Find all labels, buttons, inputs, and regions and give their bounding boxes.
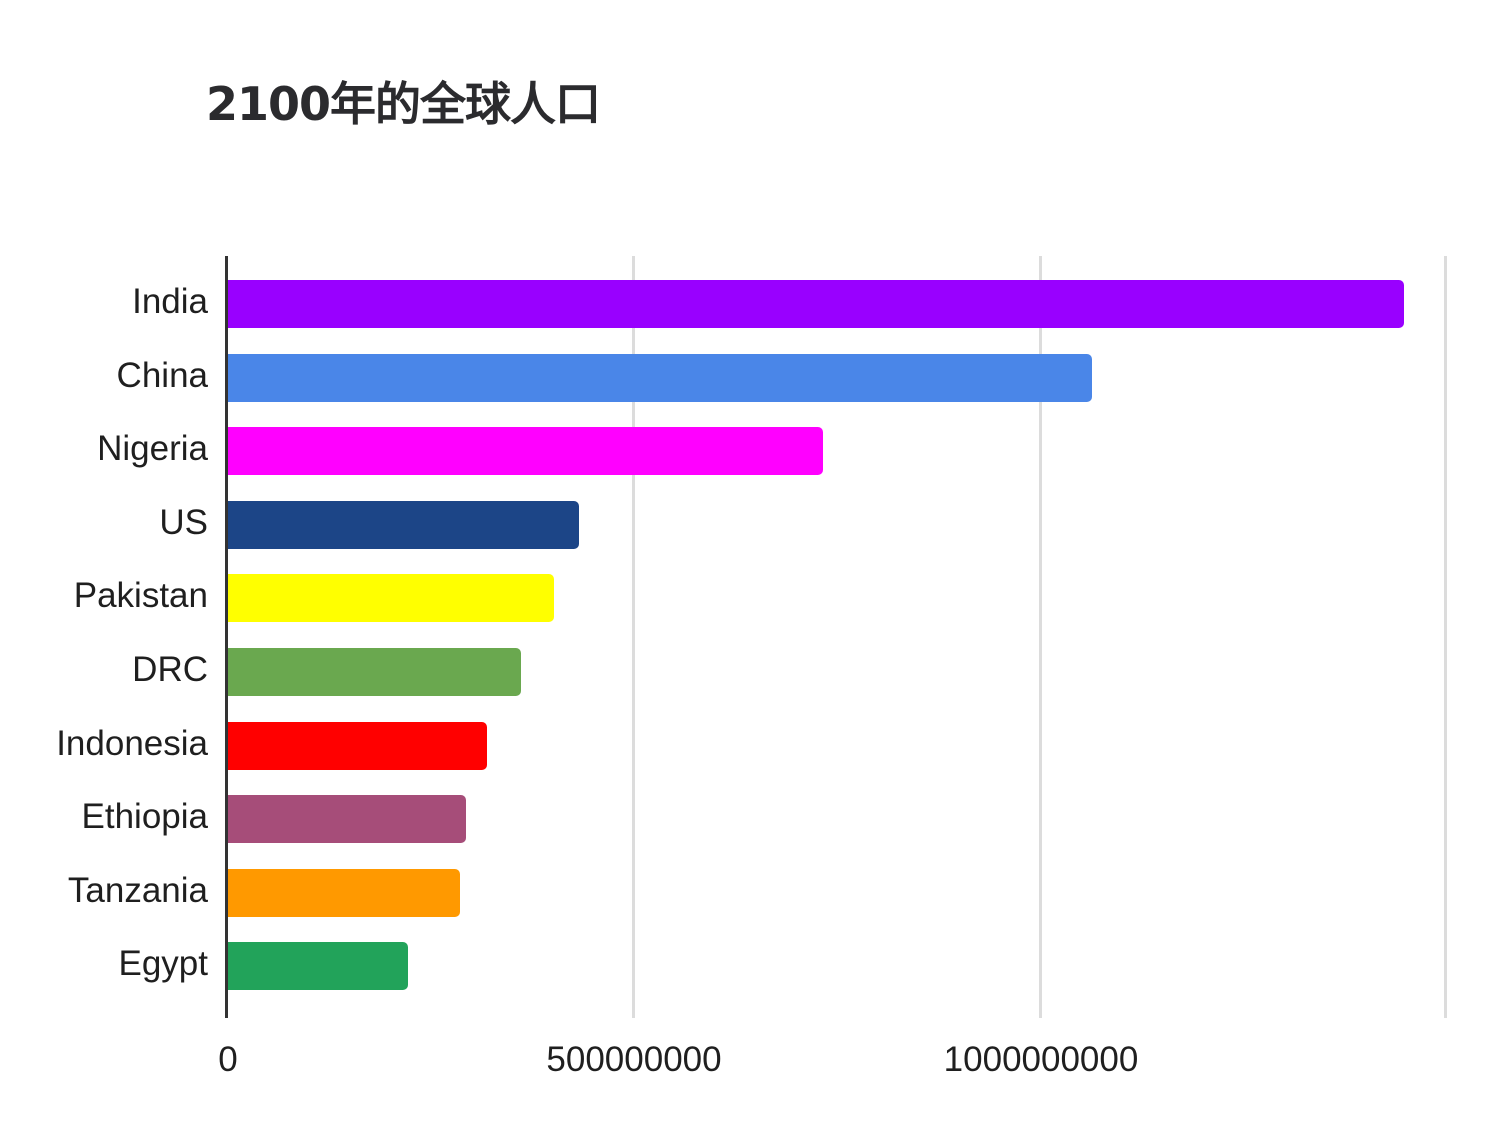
bar-egypt [227,942,409,991]
x-tick-1000m: 1000000000 [943,1040,1139,1079]
bar-india [227,280,1405,328]
bar-ethiopia [227,795,467,844]
category-label: Pakistan [73,576,208,616]
category-label: Nigeria [97,429,208,469]
category-label: US [159,502,208,542]
bar-indonesia [227,721,488,770]
category-label: India [132,282,208,321]
gridline-1000m [1039,256,1042,1018]
bar-us [227,500,580,549]
chart-title: 2100年的全球人口 [206,77,601,131]
x-tick-500m: 500000000 [546,1040,722,1079]
bar-tanzania [227,868,461,917]
category-label: Ethiopia [81,797,208,837]
bar-drc [227,648,522,696]
y-axis-line [225,256,228,1018]
category-label: Tanzania [67,870,208,910]
category-label: China [116,355,208,395]
bar-nigeria [227,427,823,476]
bar-china [227,353,1093,402]
x-tick-0: 0 [218,1040,238,1079]
category-label: Egypt [118,944,209,984]
gridline-1500m [1444,256,1447,1018]
gridline-500m [632,256,635,1018]
plot-area [225,256,1447,1018]
bar-pakistan [227,574,554,623]
category-label: DRC [132,650,208,689]
category-label: Indonesia [56,723,208,763]
